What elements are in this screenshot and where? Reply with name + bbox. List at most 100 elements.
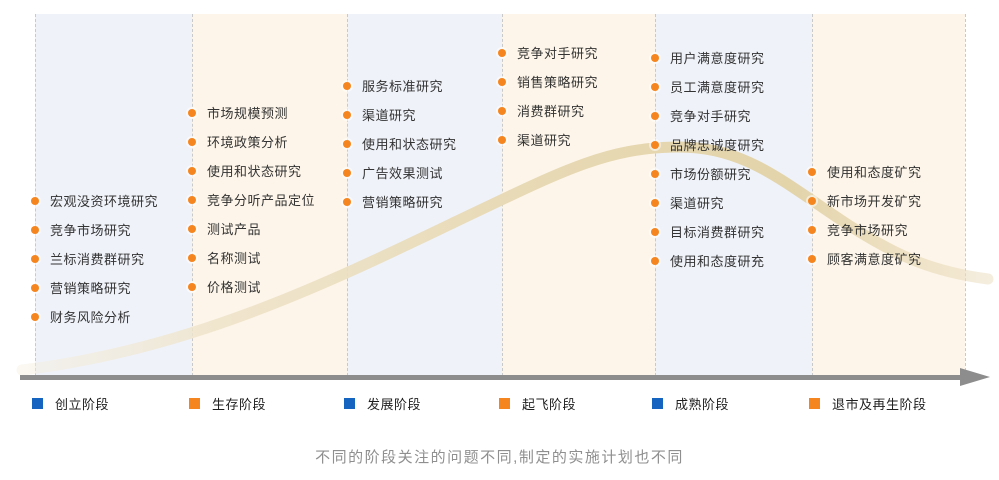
bullet-icon <box>31 254 39 263</box>
arrow-right-icon <box>960 368 990 386</box>
research-item-label: 销售策略研究 <box>517 75 599 90</box>
bullet-icon <box>651 82 659 91</box>
bullet-icon <box>808 167 816 176</box>
bullet-icon <box>188 108 196 117</box>
research-item-label: 名称测试 <box>207 251 262 266</box>
research-item-label: 广告效果测试 <box>362 166 444 181</box>
research-item: 渠道研究 <box>651 188 812 217</box>
research-item: 竞争分听产品定位 <box>188 185 347 214</box>
bullet-icon <box>498 77 506 86</box>
research-item: 使用和态度研充 <box>651 246 812 275</box>
legend-swatch-icon <box>32 397 43 409</box>
stage-item-list: 用户满意度研究 员工满意度研究 竞争对手研究 品牌忠诚度研究 市场份额研究 渠道研究 目标消… <box>651 43 812 275</box>
research-item: 竞争对手研究 <box>498 38 655 67</box>
research-item: 顾客满意度矿究 <box>808 244 965 273</box>
research-item-label: 营销策略研究 <box>50 281 132 296</box>
research-item: 竞争对手研究 <box>651 101 812 130</box>
bullet-icon <box>343 197 351 206</box>
legend-label: 成熟阶段 <box>675 396 730 412</box>
bullet-icon <box>188 282 196 291</box>
research-item: 使用和状态研究 <box>343 129 502 158</box>
research-item-label: 服务标准研究 <box>362 79 444 94</box>
research-item: 财务风险分析 <box>31 302 192 331</box>
legend-swatch-icon <box>344 397 355 409</box>
research-item-label: 竞争分听产品定位 <box>207 193 316 208</box>
bullet-icon <box>31 283 39 292</box>
research-item: 宏观没资环境研究 <box>31 186 192 215</box>
bullet-icon <box>808 225 816 234</box>
bullet-icon <box>31 196 39 205</box>
research-item-label: 竞争市场研究 <box>827 223 909 238</box>
research-item-label: 渠道研究 <box>670 196 725 211</box>
research-item-label: 使用和态度矿究 <box>827 165 922 180</box>
stage-item-list: 使用和态度矿究 新市场开发矿究 竞争市场研究 顾客满意度矿究 <box>808 157 965 273</box>
bullet-icon <box>651 227 659 236</box>
bullet-icon <box>343 139 351 148</box>
research-item-label: 竞争对手研究 <box>517 46 599 61</box>
bullet-icon <box>651 198 659 207</box>
research-item: 员工满意度研究 <box>651 72 812 101</box>
research-item-label: 竞争市场研究 <box>50 223 132 238</box>
research-item-label: 渠道研究 <box>517 133 572 148</box>
bullet-icon <box>651 111 659 120</box>
research-item: 测试产品 <box>188 214 347 243</box>
stage-item-list: 市场规模预测环境政策分析 使用和状态研究 竞争分听产品定位 测试产品名称测试价格测试 <box>188 98 347 301</box>
legend-swatch-icon <box>809 397 820 409</box>
stage-item-list: 竞争对手研究 销售策略研究 消费群研究渠道研究 <box>498 38 655 154</box>
research-item: 市场份额研究 <box>651 159 812 188</box>
research-item-label: 新市场开发矿究 <box>827 194 922 209</box>
research-item-label: 兰标消费群研究 <box>50 252 145 267</box>
research-item-label: 消费群研究 <box>517 104 585 119</box>
bullet-icon <box>498 48 506 57</box>
legend-label: 创立阶段 <box>55 396 110 412</box>
research-item-label: 目标消费群研究 <box>670 225 765 240</box>
bullet-icon <box>498 106 506 115</box>
research-item: 目标消费群研究 <box>651 217 812 246</box>
legend-swatch-icon <box>499 397 510 409</box>
research-item-label: 使用和态度研充 <box>670 254 765 269</box>
research-item: 品牌忠诚度研究 <box>651 130 812 159</box>
research-item: 渠道研究 <box>343 100 502 129</box>
research-item-label: 测试产品 <box>207 222 262 237</box>
bullet-icon <box>808 196 816 205</box>
research-item-label: 营销策略研究 <box>362 195 444 210</box>
legend-item: 创立阶段 <box>32 395 110 412</box>
stage-item-list: 服务标准研究 渠道研究使用和状态研究 广告效果测试 营销策略研究 <box>343 71 502 216</box>
research-item: 广告效果测试 <box>343 158 502 187</box>
research-item: 市场规模预测 <box>188 98 347 127</box>
research-item-label: 顾客满意度矿究 <box>827 252 922 267</box>
bullet-icon <box>343 110 351 119</box>
legend-swatch-icon <box>652 397 663 409</box>
caption: 不同的阶段关注的问题不同,制定的实施计划也不同 <box>315 449 684 466</box>
research-item-label: 财务风险分析 <box>50 310 132 325</box>
bullet-icon <box>651 169 659 178</box>
research-item-label: 价格测试 <box>207 280 262 295</box>
research-item: 渠道研究 <box>498 125 655 154</box>
bullet-icon <box>31 312 39 321</box>
research-item: 价格测试 <box>188 272 347 301</box>
research-item: 新市场开发矿究 <box>808 186 965 215</box>
bullet-icon <box>498 135 506 144</box>
legend-label: 起飞阶段 <box>522 396 577 412</box>
legend-label: 退市及再生阶段 <box>832 396 927 412</box>
research-item: 使用和状态研究 <box>188 156 347 185</box>
research-item-label: 使用和状态研究 <box>207 164 302 179</box>
legend-label: 生存阶段 <box>212 396 267 412</box>
column-boundary <box>965 14 966 376</box>
research-item-label: 渠道研究 <box>362 108 417 123</box>
research-item-label: 使用和状态研究 <box>362 137 457 152</box>
research-item: 兰标消费群研究 <box>31 244 192 273</box>
research-item: 消费群研究 <box>498 96 655 125</box>
research-item: 名称测试 <box>188 243 347 272</box>
bullet-icon <box>31 225 39 234</box>
research-item: 服务标准研究 <box>343 71 502 100</box>
research-item: 使用和态度矿究 <box>808 157 965 186</box>
bullet-icon <box>188 166 196 175</box>
research-item-label: 环境政策分析 <box>207 135 289 150</box>
legend-item: 发展阶段 <box>344 395 421 412</box>
bullet-icon <box>343 168 351 177</box>
bullet-icon <box>651 140 659 149</box>
timeline-axis <box>20 375 962 380</box>
research-item-label: 品牌忠诚度研究 <box>670 138 765 153</box>
